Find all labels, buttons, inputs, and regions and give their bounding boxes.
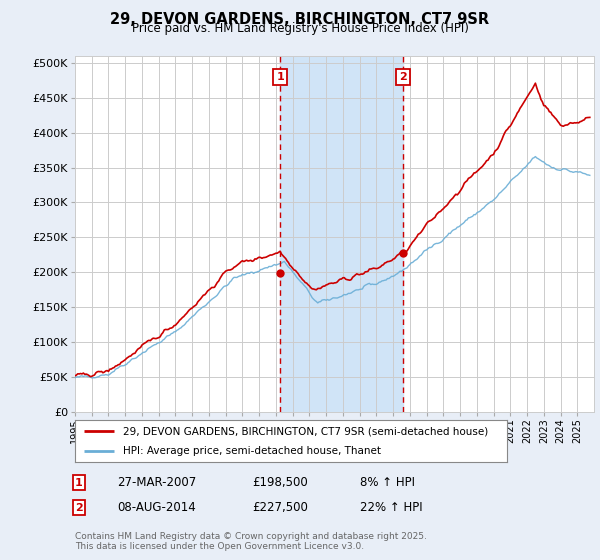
Text: 08-AUG-2014: 08-AUG-2014 [117,501,196,515]
Text: 8% ↑ HPI: 8% ↑ HPI [360,476,415,489]
Text: 29, DEVON GARDENS, BIRCHINGTON, CT7 9SR (semi-detached house): 29, DEVON GARDENS, BIRCHINGTON, CT7 9SR … [122,426,488,436]
Text: £198,500: £198,500 [252,476,308,489]
Text: Price paid vs. HM Land Registry's House Price Index (HPI): Price paid vs. HM Land Registry's House … [131,22,469,35]
Text: HPI: Average price, semi-detached house, Thanet: HPI: Average price, semi-detached house,… [122,446,380,456]
Text: 1: 1 [75,478,83,488]
Text: 1: 1 [276,72,284,82]
Bar [280,56,403,412]
Text: 2: 2 [75,503,83,513]
Text: 29, DEVON GARDENS, BIRCHINGTON, CT7 9SR: 29, DEVON GARDENS, BIRCHINGTON, CT7 9SR [110,12,490,27]
Text: 22% ↑ HPI: 22% ↑ HPI [360,501,422,515]
Text: 27-MAR-2007: 27-MAR-2007 [117,476,196,489]
Text: 2: 2 [399,72,407,82]
Text: £227,500: £227,500 [252,501,308,515]
Text: Contains HM Land Registry data © Crown copyright and database right 2025.
This d: Contains HM Land Registry data © Crown c… [75,532,427,552]
